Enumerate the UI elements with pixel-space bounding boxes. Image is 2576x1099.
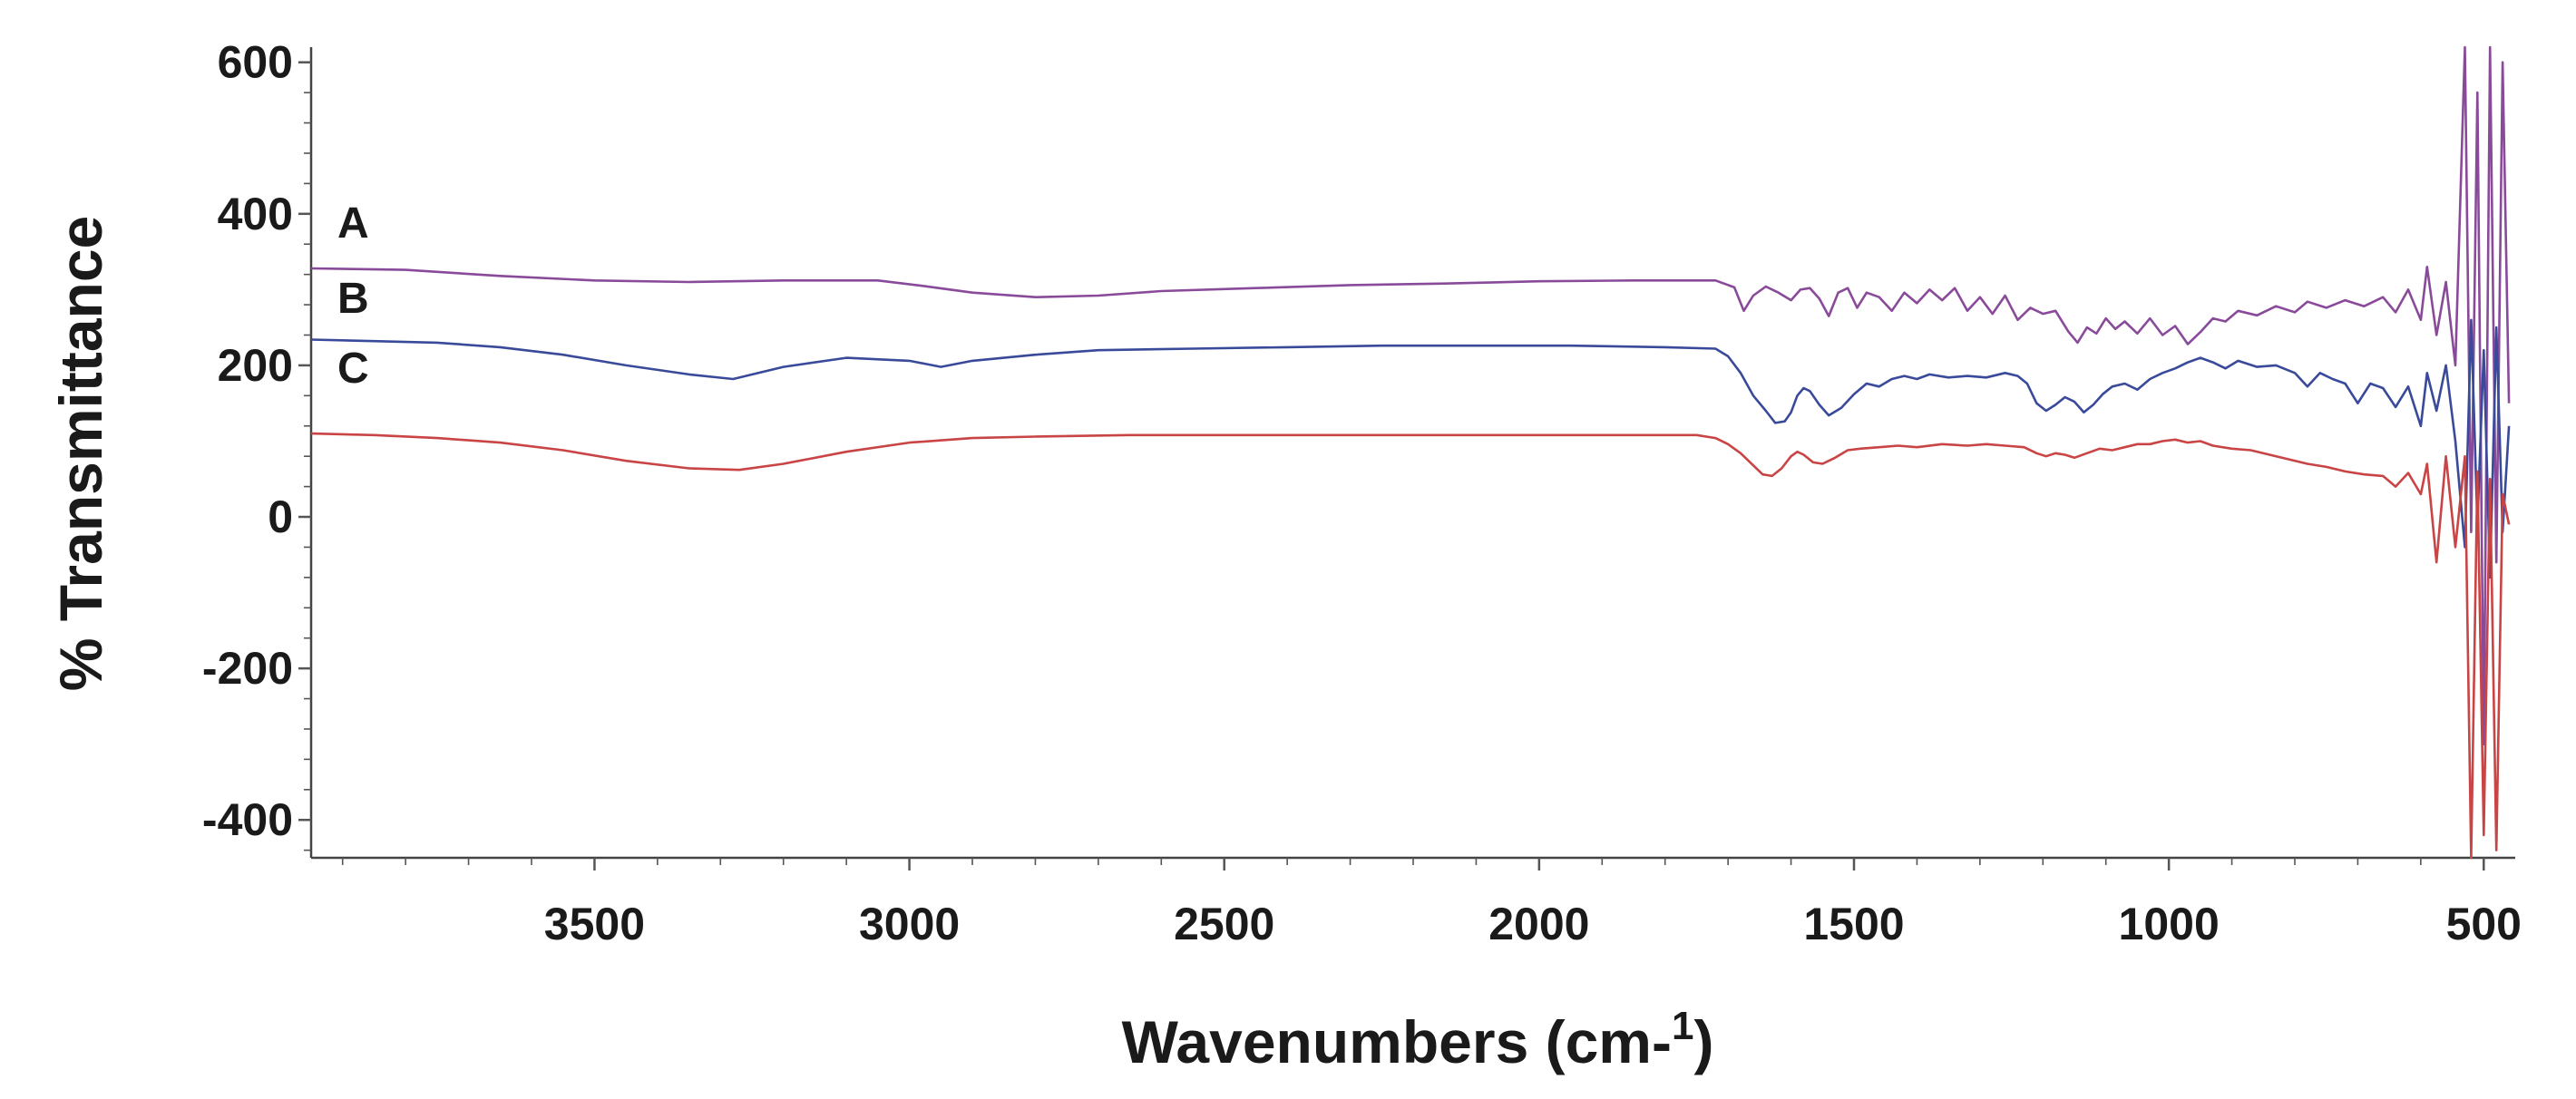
y-ticks: 600 400 200 0 -200 -400 (202, 37, 311, 851)
series-label-c: C (337, 345, 369, 393)
y-tick-label: 600 (218, 37, 293, 88)
series-line-b (310, 318, 2511, 579)
x-tick-label: 1500 (1803, 899, 1904, 949)
y-tick-label: -400 (202, 794, 293, 845)
x-axis-title: Wavenumbers (cm-1) (1122, 1004, 1714, 1075)
x-axis-title-sup: 1 (1672, 1004, 1693, 1048)
series-line-c (310, 432, 2511, 860)
series-labels: ABC (337, 199, 369, 393)
y-tick-label: 0 (268, 491, 293, 542)
y-tick-label: 400 (218, 189, 293, 239)
x-axis: 3500 3000 2500 2000 1500 1000 500 (311, 856, 2522, 949)
series-line-a (310, 45, 2511, 745)
series-label-b: B (337, 275, 369, 323)
series-group (310, 45, 2511, 860)
x-axis-title-close: ) (1693, 1008, 1713, 1075)
y-axis: 600 400 200 0 -200 -400 (202, 37, 313, 858)
x-axis-title-main: Wavenumbers (cm- (1122, 1008, 1672, 1075)
x-tick-label: 2000 (1488, 899, 1589, 949)
x-tick-label: 3000 (859, 899, 960, 949)
x-tick-label: 3500 (544, 899, 645, 949)
y-tick-label: 200 (218, 340, 293, 391)
x-tick-label: 500 (2446, 899, 2522, 949)
series-label-a: A (337, 199, 369, 248)
x-ticks: 3500 3000 2500 2000 1500 1000 500 (341, 858, 2522, 949)
x-tick-label: 2500 (1174, 899, 1274, 949)
y-axis-title: % Transmittance (47, 216, 114, 692)
x-tick-label: 1000 (2119, 899, 2220, 949)
y-tick-label: -200 (202, 643, 293, 694)
